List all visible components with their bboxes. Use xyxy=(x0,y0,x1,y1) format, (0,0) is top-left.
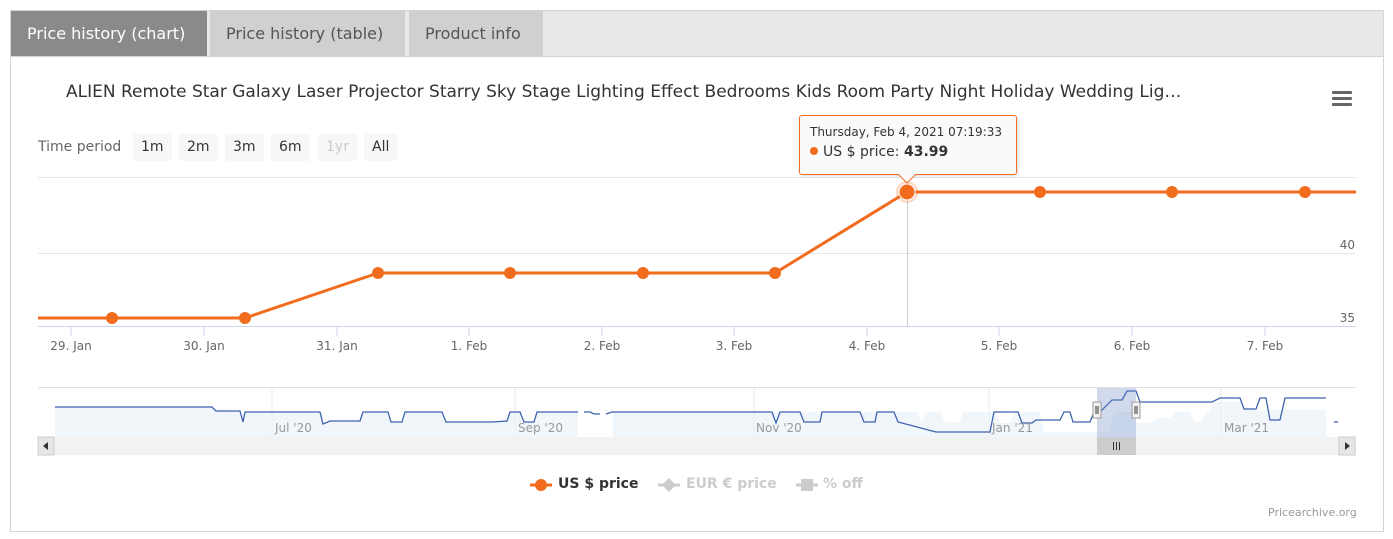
tab-price-history-table[interactable]: Price history (table) xyxy=(210,11,405,57)
chart-panel xyxy=(10,56,1384,532)
period-button-1yr: 1yr xyxy=(318,134,357,161)
credit-link[interactable]: Pricearchive.org xyxy=(1268,506,1357,519)
period-button-1m[interactable]: 1m xyxy=(133,134,172,161)
tab-product-info[interactable]: Product info xyxy=(409,11,543,57)
tab-price-history-chart[interactable]: Price history (chart) xyxy=(11,11,207,57)
period-button-6m[interactable]: 6m xyxy=(271,134,310,161)
chart-title: ALIEN Remote Star Galaxy Laser Projector… xyxy=(66,82,1182,102)
time-period-label: Time period xyxy=(38,139,122,155)
tooltip-series-name: US $ price xyxy=(823,144,895,160)
period-button-all[interactable]: All xyxy=(364,134,398,161)
tooltip-value: 43.99 xyxy=(903,144,949,160)
legend-item-us-price[interactable]: US $ price xyxy=(558,476,639,492)
tooltip-dot-icon xyxy=(810,147,818,155)
legend-item-eur-price[interactable]: EUR € price xyxy=(686,476,777,492)
tab-bar: Price history (chart) Price history (tab… xyxy=(10,10,1384,57)
tooltip-date: Thursday, Feb 4, 2021 07:19:33 xyxy=(810,125,1002,139)
legend-item-percent-off[interactable]: % off xyxy=(823,476,863,492)
tooltip-pointer xyxy=(898,174,917,184)
hamburger-menu-icon[interactable] xyxy=(1332,91,1352,107)
chart-tooltip: Thursday, Feb 4, 2021 07:19:33 US $ pric… xyxy=(799,115,1017,175)
period-button-2m[interactable]: 2m xyxy=(179,134,218,161)
tooltip-row: US $ price: 43.99 xyxy=(810,144,948,160)
period-button-3m[interactable]: 3m xyxy=(225,134,264,161)
